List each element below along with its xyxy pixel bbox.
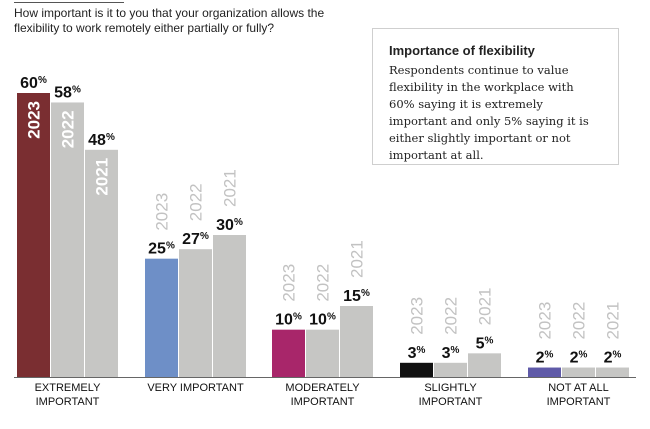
bar-2022-4 [434,362,467,377]
bar-2021-2 [213,235,246,377]
value-label-2022-2: 27% [182,231,209,248]
category-label-3-line-1: MODERATELY [285,382,360,394]
bar-2021-4 [468,353,501,377]
value-label-2022-5: 2% [570,350,588,367]
category-label-5-line-2: IMPORTANT [547,396,611,408]
value-label-2022-4: 3% [442,345,460,362]
bar-2023-3 [272,329,305,377]
note-body: Respondents continue to value flexibilit… [389,63,589,162]
year-label-2022-1: 2022 [59,110,78,148]
bar-2022-5 [562,367,595,377]
value-label-2023-5: 2% [536,350,554,367]
value-label-2021-1: 48% [88,132,115,149]
category-label-2-line-1: VERY IMPORTANT [147,382,244,394]
note-box: Importance of flexibility Respondents co… [372,28,619,165]
year-label-2021-2: 2021 [221,169,240,207]
value-label-2023-4: 3% [408,345,426,362]
year-label-2021-4: 2021 [476,288,495,326]
year-label-2023-5: 2023 [536,302,555,340]
category-label-4-line-1: SLIGHTLY [424,382,477,394]
value-label-2021-2: 30% [216,217,243,234]
value-label-2022-3: 10% [309,312,336,329]
year-label-2023-1: 2023 [25,101,44,139]
note-title: Importance of flexibility [389,43,535,58]
value-label-2021-3: 15% [343,288,370,305]
category-label-4-line-2: IMPORTANT [419,396,483,408]
category-label-1-line-1: EXTREMELY [35,382,101,394]
year-label-2022-2: 2022 [187,183,206,221]
value-label-2021-4: 5% [476,335,494,352]
bar-2022-3 [306,329,339,377]
bar-2023-1 [17,93,50,377]
year-label-2023-2: 2023 [153,193,172,231]
year-label-2022-4: 2022 [442,297,461,335]
year-label-2022-3: 2022 [314,264,333,302]
bar-2023-5 [528,367,561,377]
bar-2023-2 [145,258,178,377]
value-label-2022-1: 58% [54,84,81,101]
bar-2022-1 [51,102,84,377]
value-label-2023-2: 25% [148,241,175,258]
year-label-2023-4: 2023 [408,297,427,335]
year-label-2021-3: 2021 [348,240,367,278]
year-label-2021-1: 2021 [93,158,112,196]
value-label-2023-1: 60% [20,75,47,92]
year-label-2022-5: 2022 [570,302,589,340]
bar-2021-5 [596,367,629,377]
bar-2021-1 [85,149,118,377]
year-label-2023-3: 2023 [280,264,299,302]
bar-2022-2 [179,249,212,377]
category-label-3-line-2: IMPORTANT [291,396,355,408]
bar-2021-3 [340,306,373,377]
year-label-2021-5: 2021 [604,302,623,340]
bar-2023-4 [400,362,433,377]
value-label-2021-5: 2% [604,350,622,367]
category-label-5-line-1: NOT AT ALL [548,382,609,394]
chart-question: How important is it to you that your org… [14,6,325,35]
top-rule [14,2,124,3]
value-label-2023-3: 10% [275,312,302,329]
category-label-1-line-2: IMPORTANT [36,396,100,408]
